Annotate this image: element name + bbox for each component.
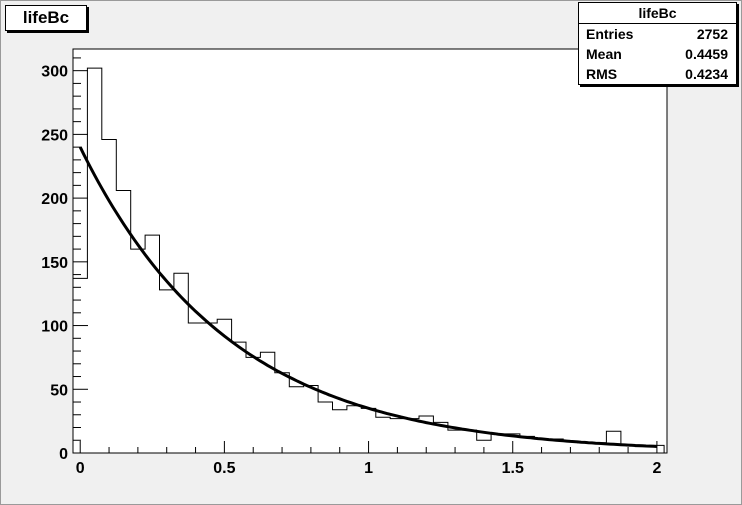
stats-key: Mean	[586, 46, 622, 62]
histogram-bin	[606, 431, 620, 453]
x-tick-label: 1.5	[502, 460, 524, 477]
histogram-bin	[275, 373, 289, 453]
histogram-bin	[203, 323, 217, 453]
histogram-bin	[462, 430, 476, 453]
histogram-bin	[347, 406, 361, 453]
stats-key: RMS	[586, 66, 618, 82]
stats-row-mean: Mean 0.4459	[579, 44, 736, 64]
plot-frame	[72, 48, 668, 454]
histogram-bin	[318, 402, 332, 453]
histogram-bin	[232, 342, 246, 453]
stats-row-entries: Entries 2752	[579, 24, 736, 44]
y-tick-label: 300	[41, 64, 68, 81]
x-tick-label: 0.5	[213, 460, 235, 477]
histogram-bin	[73, 278, 87, 453]
stats-value: 2752	[696, 26, 728, 42]
stats-value: 0.4234	[685, 66, 728, 82]
x-tick-label: 1	[364, 460, 373, 477]
histogram-bin	[304, 386, 318, 454]
y-tick-label: 100	[41, 319, 68, 336]
axis-layer: 0 50 100 150 200 250 300 0 0.5 1 1.5 2	[41, 57, 661, 477]
y-tick-label: 250	[41, 127, 68, 144]
fit-curve	[78, 146, 657, 448]
fit-curve-layer	[78, 146, 657, 448]
histogram-bin	[102, 140, 116, 454]
histogram-bin	[333, 410, 347, 453]
histogram-bin	[131, 249, 145, 453]
histogram-bin	[246, 357, 260, 453]
histogram-bin	[87, 68, 101, 453]
stats-box: lifeBc Entries 2752 Mean 0.4459 RMS 0.42…	[578, 2, 737, 85]
x-tick-label: 0	[76, 460, 85, 477]
histogram-bin	[635, 447, 649, 453]
histogram-bin	[578, 443, 592, 453]
y-tick-label: 0	[59, 446, 68, 463]
histogram-bin	[491, 434, 505, 453]
chart-title: lifeBc	[5, 5, 87, 31]
histogram-bin	[145, 235, 159, 453]
y-tick-label: 200	[41, 191, 68, 208]
chart-title-text: lifeBc	[22, 8, 70, 27]
stats-title: lifeBc	[579, 3, 736, 24]
x-tick-label: 2	[652, 460, 661, 477]
histogram-bin	[376, 417, 390, 453]
histogram-bin	[160, 290, 174, 453]
y-tick-label: 150	[41, 255, 68, 272]
stats-value: 0.4459	[685, 46, 728, 62]
y-tick-label: 50	[50, 382, 68, 399]
histogram-bin	[188, 323, 202, 453]
stats-key: Entries	[586, 26, 634, 42]
histogram-bin	[289, 387, 303, 453]
histogram-bin	[405, 419, 419, 453]
stats-row-rms: RMS 0.4234	[579, 64, 736, 84]
